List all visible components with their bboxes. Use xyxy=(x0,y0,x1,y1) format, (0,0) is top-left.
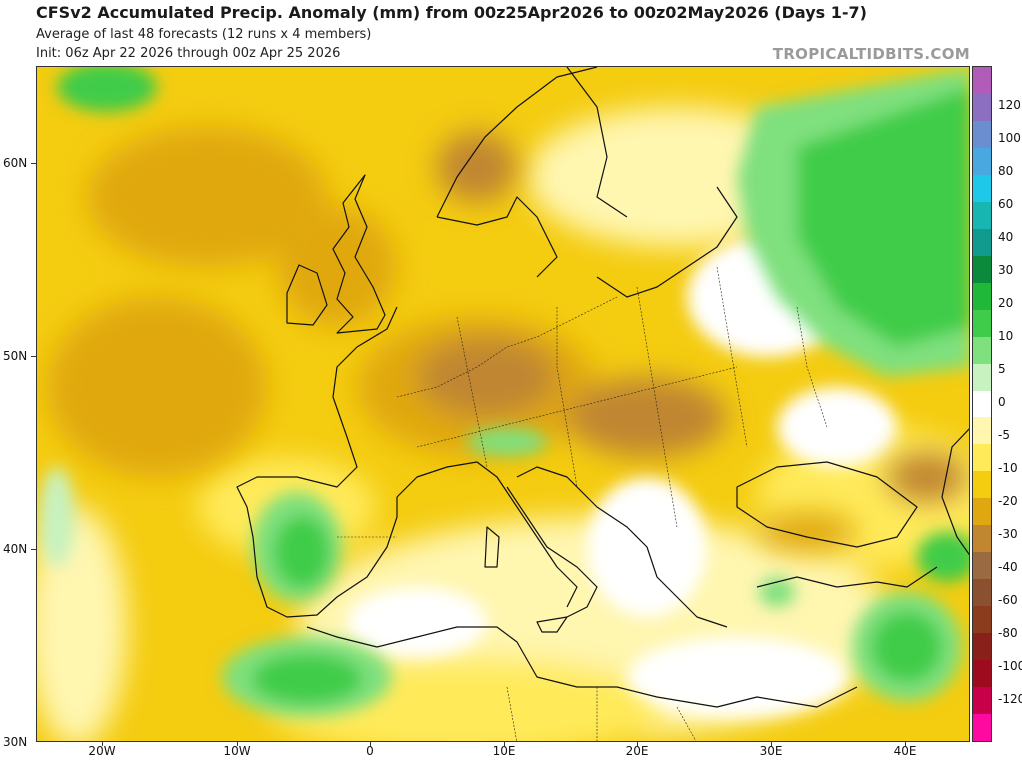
anomaly-wet-zones xyxy=(39,67,969,717)
colorbar-segment xyxy=(973,201,991,230)
colorbar-segment xyxy=(973,255,991,284)
lon-label-20e: 20E xyxy=(625,744,649,758)
coast-great-britain xyxy=(332,174,386,334)
colorbar-label: -80 xyxy=(998,625,1018,640)
lon-tick xyxy=(102,742,103,746)
coast-med-north xyxy=(396,461,728,628)
coast-baltic xyxy=(596,186,738,298)
colorbar-label: 80 xyxy=(998,164,1014,179)
lon-label-0: 0 xyxy=(366,744,374,758)
colorbar-segment xyxy=(973,417,991,445)
coast-ireland xyxy=(286,264,328,326)
colorbar-segment xyxy=(973,444,991,472)
colorbar-segment xyxy=(973,282,991,311)
coast-sardinia xyxy=(484,526,500,568)
lon-label-30e: 30E xyxy=(759,744,783,758)
map-subtitle-init: Init: 06z Apr 22 2026 through 00z Apr 25… xyxy=(36,46,341,61)
colorbar-label: 0 xyxy=(998,395,1006,409)
colorbar-segment xyxy=(973,67,991,95)
colorbar-segment xyxy=(973,228,991,257)
colorbar xyxy=(972,66,992,742)
colorbar-segment xyxy=(973,579,991,607)
brand-watermark: TROPICALTIDBITS.COM xyxy=(772,45,970,63)
coast-italy xyxy=(506,486,598,618)
coastline-layer xyxy=(236,67,969,708)
colorbar-segment xyxy=(973,633,991,661)
lat-tick xyxy=(31,163,36,164)
colorbar-label: 120 xyxy=(998,98,1021,113)
colorbar-label: -10 xyxy=(998,460,1018,475)
lon-label-10e: 10E xyxy=(492,744,516,758)
coast-france-iberia xyxy=(236,306,398,618)
colorbar-label: 30 xyxy=(998,263,1014,278)
border-layer xyxy=(337,266,828,741)
lon-label-40e: 40E xyxy=(893,744,917,758)
colorbar-segment xyxy=(973,363,991,391)
colorbar-segment xyxy=(973,309,991,338)
lon-tick xyxy=(905,742,906,746)
colorbar-label: 100 xyxy=(998,131,1021,146)
colorbar-segment xyxy=(973,714,991,742)
colorbar-segment xyxy=(973,498,991,526)
coast-caspian xyxy=(941,428,969,556)
colorbar-label: 20 xyxy=(998,296,1014,311)
colorbar-segment xyxy=(973,120,991,149)
colorbar-label: -40 xyxy=(998,559,1018,574)
lat-tick xyxy=(31,356,36,357)
colorbar-label: -100 xyxy=(998,658,1022,673)
lat-label-30n: 30N xyxy=(3,735,28,749)
lat-label-40n: 40N xyxy=(3,542,28,556)
lon-label-10w: 10W xyxy=(223,744,251,758)
colorbar-label: -120 xyxy=(998,691,1022,706)
map-canvas xyxy=(37,67,969,741)
coast-black-sea xyxy=(736,461,918,548)
coast-scandinavia xyxy=(436,67,628,278)
lat-label-50n: 50N xyxy=(3,349,28,363)
lat-tick xyxy=(31,549,36,550)
colorbar-label: -30 xyxy=(998,526,1018,541)
lon-tick xyxy=(370,742,371,746)
colorbar-segment xyxy=(973,147,991,176)
lon-tick xyxy=(504,742,505,746)
colorbar-segment xyxy=(973,390,991,418)
colorbar-segment xyxy=(973,687,991,715)
map-panel xyxy=(36,66,970,742)
colorbar-label: 40 xyxy=(998,230,1014,245)
lon-tick xyxy=(637,742,638,746)
colorbar-label: 10 xyxy=(998,329,1014,344)
colorbar-segment xyxy=(973,336,991,365)
coast-north-africa xyxy=(306,626,858,708)
map-subtitle-ensemble: Average of last 48 forecasts (12 runs x … xyxy=(36,27,372,42)
lon-tick xyxy=(237,742,238,746)
anomaly-dry-zones xyxy=(47,127,967,552)
lon-label-20w: 20W xyxy=(88,744,116,758)
lat-label-60n: 60N xyxy=(3,156,28,170)
lon-tick xyxy=(771,742,772,746)
colorbar-segment xyxy=(973,174,991,203)
colorbar-segment xyxy=(973,606,991,634)
map-title: CFSv2 Accumulated Precip. Anomaly (mm) f… xyxy=(36,3,867,22)
colorbar-label: -60 xyxy=(998,592,1018,607)
coast-sicily xyxy=(536,616,568,633)
colorbar-segment xyxy=(973,525,991,553)
colorbar-segment xyxy=(973,552,991,580)
colorbar-label: 60 xyxy=(998,197,1014,212)
colorbar-label: -20 xyxy=(998,493,1018,508)
colorbar-label: -5 xyxy=(998,427,1010,442)
coast-turkey xyxy=(756,566,938,588)
colorbar-label: 5 xyxy=(998,362,1006,377)
colorbar-segment xyxy=(973,660,991,688)
colorbar-segment xyxy=(973,471,991,499)
colorbar-segment xyxy=(973,93,991,122)
